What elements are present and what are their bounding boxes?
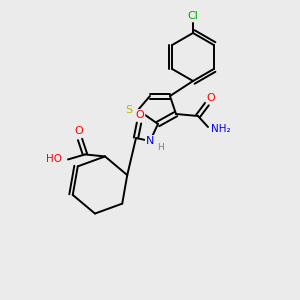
Text: O: O <box>207 93 215 103</box>
Text: HO: HO <box>46 154 62 164</box>
Text: O: O <box>75 126 83 136</box>
Text: H: H <box>157 142 164 152</box>
Text: NH₂: NH₂ <box>211 124 231 134</box>
Text: N: N <box>146 136 154 146</box>
Text: S: S <box>125 105 133 115</box>
Text: Cl: Cl <box>188 11 198 21</box>
Text: O: O <box>136 110 144 120</box>
